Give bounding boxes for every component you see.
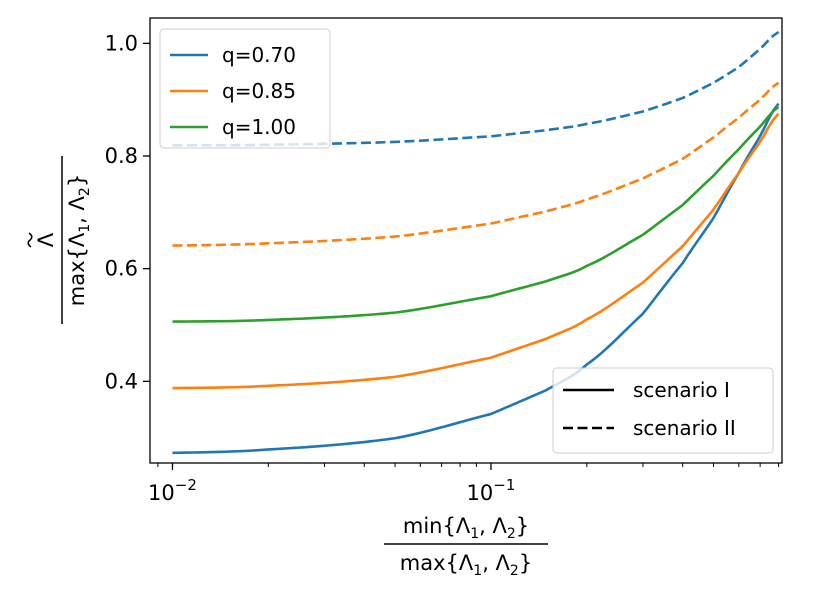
series-line-q085-solid	[172, 112, 780, 390]
legend-scenario-label: scenario II	[633, 416, 736, 440]
y-axis-label: Λ max{Λ1, Λ2}	[27, 156, 93, 324]
legend-q-label: q=0.70	[222, 43, 296, 67]
legend-scenario-label: scenario I	[633, 378, 730, 402]
y-tick-label: 1.0	[105, 31, 138, 55]
y-axis-label-numerator: Λ	[34, 232, 58, 247]
legend-q: q=0.70 q=0.85 q=1.00	[159, 28, 331, 149]
legend-q-box	[159, 28, 331, 149]
series-line-q070-solid	[172, 102, 780, 455]
y-tick-label: 0.8	[105, 144, 138, 168]
series-line-q100-solid	[172, 105, 780, 323]
plot-frame	[149, 17, 783, 464]
series-layer	[172, 30, 780, 455]
x-tick-label: 10−1	[467, 476, 516, 505]
y-axis-ticks: 0.4 0.6 0.8 1.0	[105, 31, 150, 393]
x-tick-label: 10−2	[148, 476, 197, 505]
y-axis-label-denominator: max{Λ1, Λ2}	[65, 174, 93, 306]
y-axis-label-tilde	[27, 232, 33, 248]
series-line-q085-dashed	[172, 81, 780, 247]
x-axis-label-numerator: min{Λ1, Λ2}	[403, 514, 529, 542]
legend-q-label: q=0.85	[222, 79, 296, 103]
legend-q-label: q=1.00	[222, 115, 296, 139]
legend-scenario: scenario I scenario II	[552, 367, 774, 454]
series-line-q070-dashed	[172, 30, 780, 147]
y-tick-label: 0.6	[105, 257, 138, 281]
y-tick-label: 0.4	[105, 369, 138, 393]
x-axis-ticks: 10−2 10−1	[148, 463, 780, 505]
